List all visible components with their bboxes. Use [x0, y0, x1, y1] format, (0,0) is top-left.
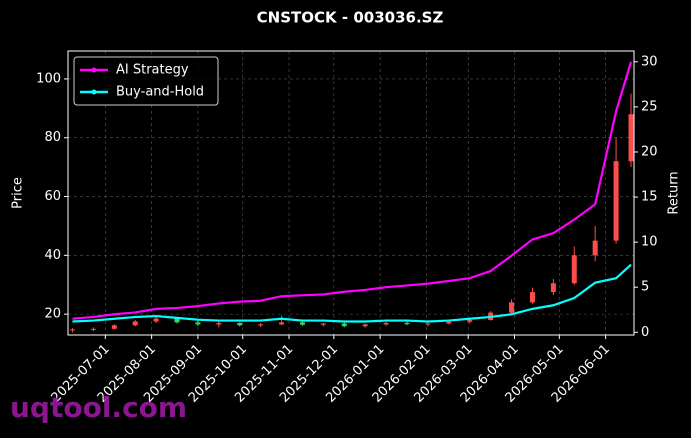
- candle-body: [90, 328, 96, 330]
- candle-body: [237, 322, 243, 326]
- candle-body: [341, 323, 347, 327]
- watermark: uqtool.com: [10, 391, 187, 424]
- legend-marker: [91, 89, 97, 95]
- candle-body: [195, 322, 201, 325]
- candle-body: [299, 322, 305, 325]
- candle-body: [153, 318, 159, 322]
- candle-body: [446, 321, 452, 324]
- candle-body: [628, 114, 634, 162]
- candle-body: [362, 324, 368, 327]
- candle-body: [592, 240, 598, 256]
- candle-body: [320, 323, 326, 325]
- candle-body: [111, 325, 117, 329]
- chart-title: CNSTOCK - 003036.SZ: [257, 9, 444, 27]
- candle-body: [383, 322, 389, 325]
- candle-body: [404, 322, 410, 325]
- candle-body: [69, 329, 75, 331]
- series-line: [72, 61, 633, 320]
- y2-axis-label: Return: [667, 171, 682, 214]
- y2-tick-label: 30: [641, 54, 658, 69]
- y-tick-label: 100: [36, 71, 61, 86]
- y-tick-label: 60: [44, 189, 61, 204]
- legend-label: Buy-and-Hold: [116, 85, 204, 100]
- y-tick-label: 80: [44, 130, 61, 145]
- y2-tick-label: 10: [641, 235, 658, 250]
- candle-body: [216, 322, 222, 325]
- candle-body: [509, 302, 515, 313]
- legend-marker: [91, 67, 97, 73]
- candle-body: [425, 323, 431, 325]
- y2-tick-label: 25: [641, 99, 658, 114]
- y2-tick-label: 20: [641, 144, 658, 159]
- candle-body: [258, 324, 264, 326]
- y2-tick-label: 0: [641, 325, 649, 340]
- candle-body: [132, 321, 138, 326]
- candle-body: [529, 292, 535, 303]
- y2-tick-label: 15: [641, 190, 658, 205]
- plot-frame: [67, 50, 635, 336]
- candle-body: [613, 161, 619, 241]
- y2-tick-label: 5: [641, 280, 649, 295]
- candle-body: [467, 320, 473, 322]
- legend-label: AI Strategy: [116, 63, 189, 78]
- candle-body: [174, 318, 180, 323]
- y-axis-label: Price: [11, 177, 26, 209]
- candle-body: [279, 322, 285, 325]
- y-tick-label: 40: [44, 248, 61, 263]
- candle-body: [550, 283, 556, 293]
- series-line: [72, 263, 632, 323]
- y-tick-label: 20: [44, 307, 61, 322]
- candle-body: [571, 255, 577, 284]
- legend-box: [73, 56, 219, 106]
